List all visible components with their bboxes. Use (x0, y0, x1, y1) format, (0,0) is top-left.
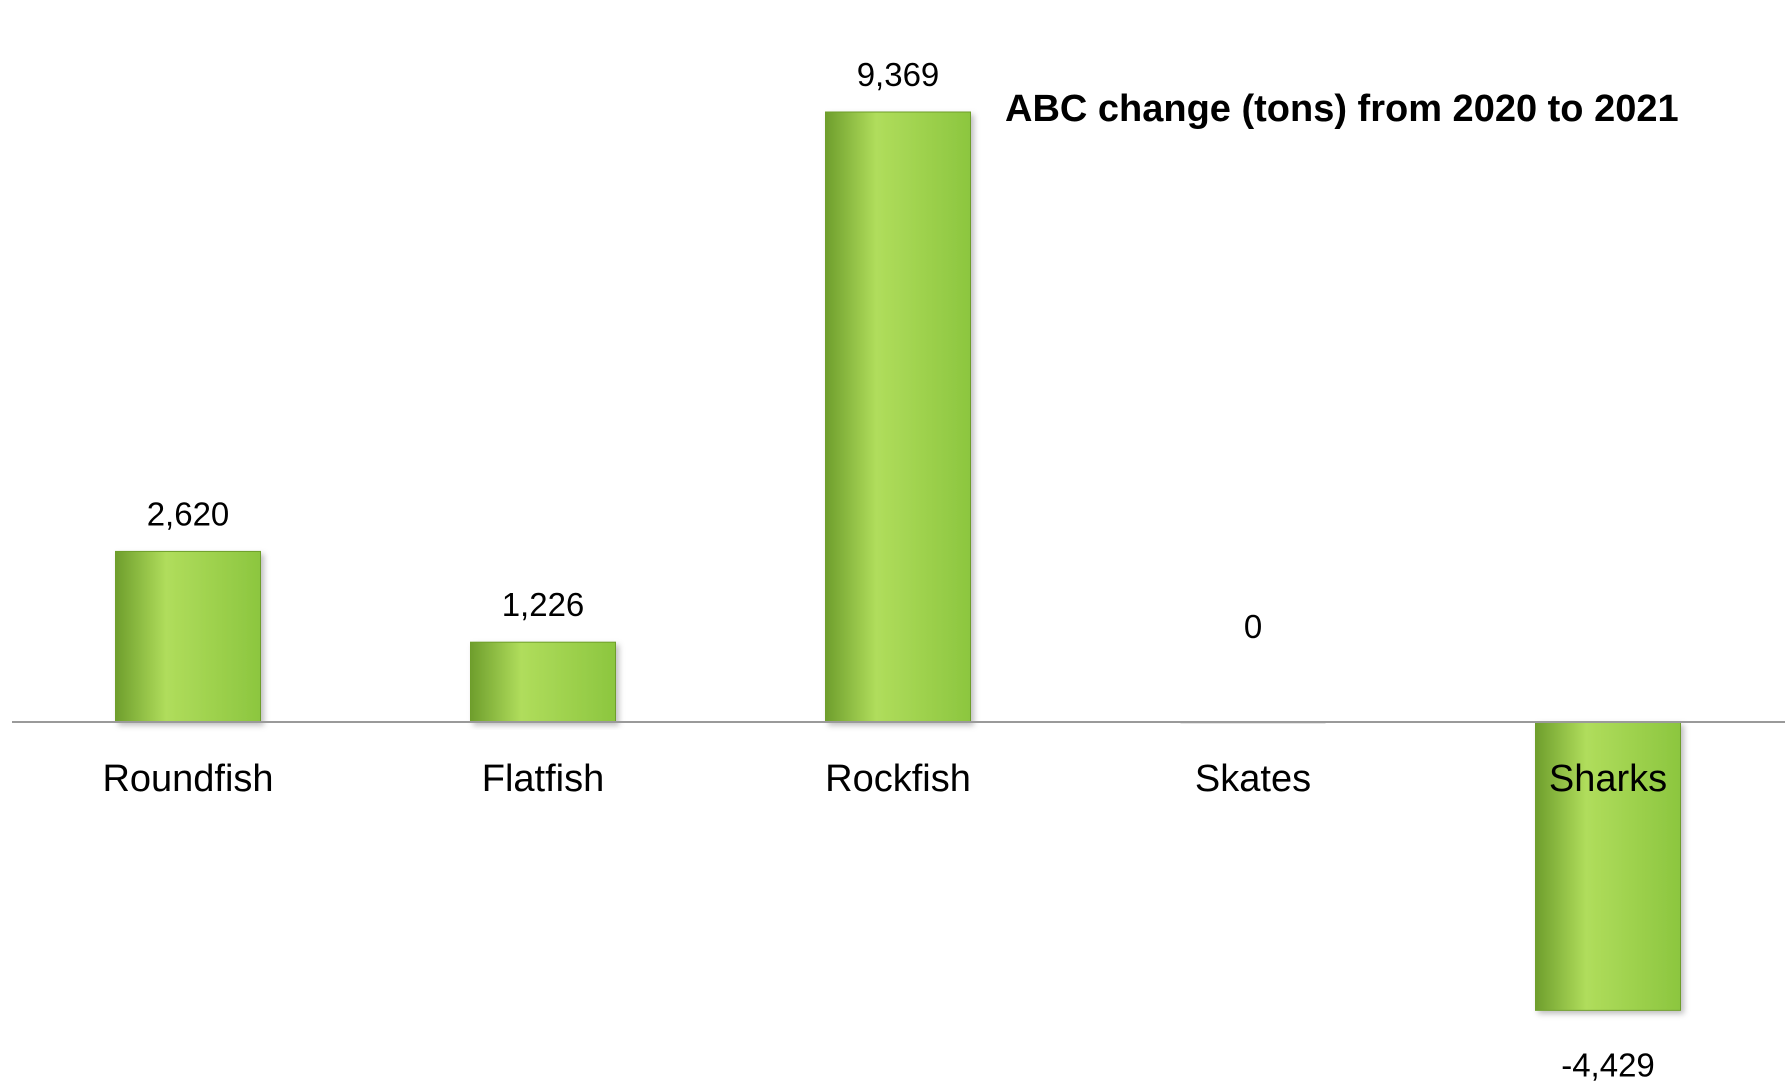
category-label-roundfish: Roundfish (102, 758, 273, 800)
category-label-sharks: Sharks (1549, 758, 1667, 800)
category-labels: Roundfish Flatfish Rockfish Skates Sharks (102, 758, 1667, 800)
bar-rockfish (825, 111, 971, 723)
data-label-roundfish: 2,620 (147, 495, 230, 532)
bar-flatfish (470, 641, 616, 723)
bars-layer (115, 111, 1681, 1011)
category-label-rockfish: Rockfish (825, 758, 971, 800)
bar-roundfish (115, 550, 261, 723)
category-label-flatfish: Flatfish (482, 758, 604, 800)
category-label-skates: Skates (1195, 758, 1311, 800)
data-label-skates: 0 (1244, 608, 1262, 645)
data-labels: 2,620 1,226 9,369 0 -4,429 (147, 56, 1655, 1083)
data-label-sharks: -4,429 (1561, 1046, 1655, 1083)
data-label-flatfish: 1,226 (502, 586, 585, 623)
bar-sharks (1535, 721, 1681, 1011)
data-label-rockfish: 9,369 (857, 56, 940, 93)
chart-title: ABC change (tons) from 2020 to 2021 (1005, 88, 1679, 130)
